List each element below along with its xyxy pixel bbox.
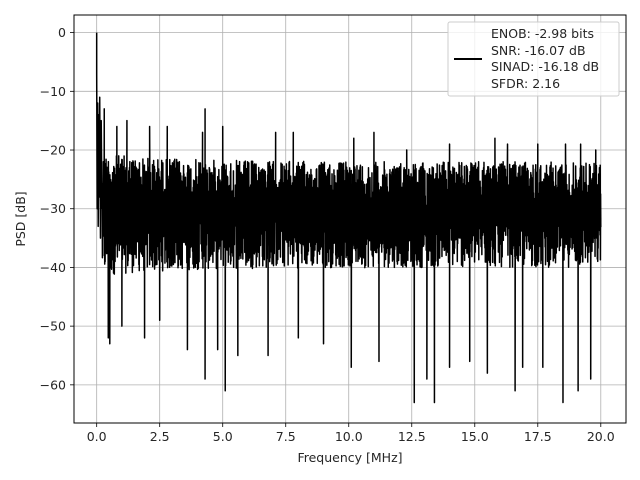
x-tick-label: 12.5 [398,429,426,444]
x-tick-label: 17.5 [524,429,552,444]
y-tick-label: −10 [40,84,66,99]
y-tick-label: −60 [40,377,66,392]
x-axis: 0.0 2.5 5.0 7.5 10.0 12.5 15.0 17.5 20.0 [87,423,615,444]
y-tick-label: −20 [40,143,66,158]
legend-line-enob: ENOB: -2.98 bits [491,26,594,41]
y-tick-label: −30 [40,201,66,216]
legend-line-sfdr: SFDR: 2.16 [491,76,560,91]
legend-line-sinad: SINAD: -16.18 dB [491,59,599,74]
y-tick-label: 0 [58,25,66,40]
legend: ENOB: -2.98 bits SNR: -16.07 dB SINAD: -… [447,21,620,97]
series-psd-line [95,32,602,404]
y-axis: 0 −10 −20 −30 −40 −50 −60 [40,25,74,392]
x-tick-label: 5.0 [213,429,233,444]
y-axis-label: PSD [dB] [13,191,28,246]
x-tick-label: 7.5 [276,429,296,444]
x-tick-label: 10.0 [335,429,363,444]
legend-line-snr: SNR: -16.07 dB [491,43,586,58]
x-tick-label: 2.5 [150,429,170,444]
plot-frame [73,14,627,424]
x-tick-label: 15.0 [461,429,489,444]
plot-area [95,32,602,404]
legend-box [447,21,620,97]
y-tick-label: −50 [40,319,66,334]
x-tick-label: 20.0 [587,429,615,444]
x-tick-label: 0.0 [87,429,107,444]
x-axis-label: Frequency [MHz] [297,450,402,465]
y-tick-label: −40 [40,260,66,275]
